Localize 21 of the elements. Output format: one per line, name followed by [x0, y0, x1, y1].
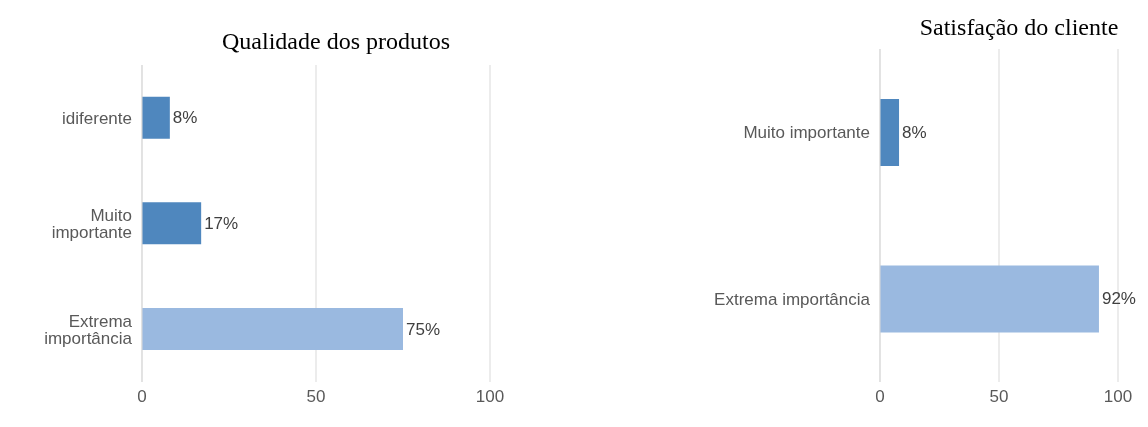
x-tick-label: 100: [475, 387, 505, 407]
data-label: 75%: [406, 319, 441, 339]
bar: [142, 96, 170, 139]
bar: [142, 202, 202, 245]
y-tick-label: Muito importante: [51, 206, 132, 243]
chart-title: Satisfação do cliente: [918, 14, 1120, 41]
x-tick-label: 0: [137, 387, 147, 407]
data-label: 8%: [902, 122, 927, 142]
x-tick-label: 50: [989, 387, 1009, 407]
x-tick-label: 0: [875, 387, 885, 407]
y-tick-label: Muito importante: [743, 123, 870, 143]
x-tick-label: 100: [1103, 387, 1133, 407]
chart-title: Qualidade dos produtos: [221, 28, 451, 55]
bar: [142, 308, 403, 351]
y-tick-label: Extrema importância: [714, 289, 871, 309]
data-label: 17%: [204, 213, 239, 233]
data-label: 8%: [172, 108, 198, 128]
y-tick-label: idiferente: [62, 108, 132, 128]
x-tick-label: 50: [306, 387, 326, 407]
y-tick-label: Extrema importância: [44, 311, 133, 348]
data-label: 92%: [1101, 289, 1136, 309]
